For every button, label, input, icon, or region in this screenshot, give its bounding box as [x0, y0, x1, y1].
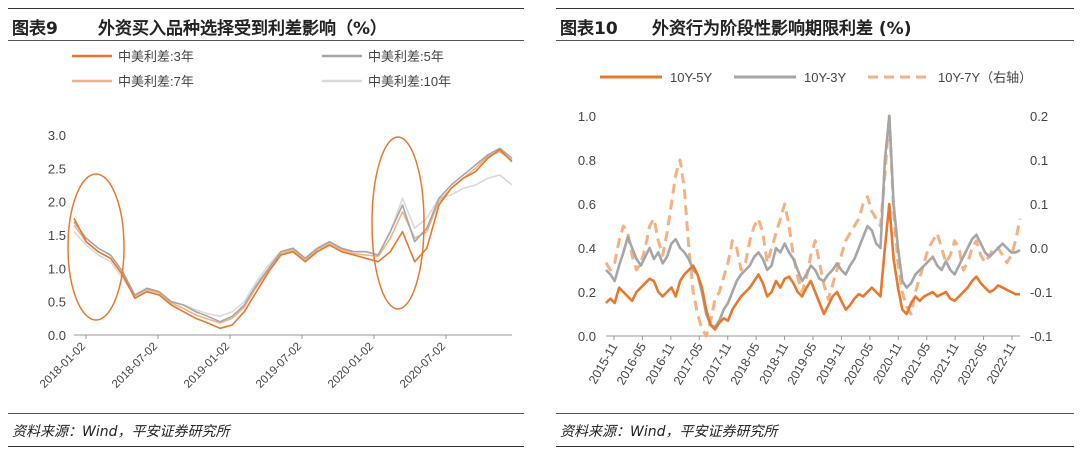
y-tick-label: 0.6	[578, 197, 596, 212]
source-note: 资料来源：Wind，平安证券研究所	[12, 424, 230, 440]
left-chart-panel: 图表9 外资买入品种选择受到利差影响（%） 中美利差:3年 中美利差:5年 中美利差:…	[0, 0, 530, 453]
x-tick-label: 2018-01-02	[38, 341, 88, 391]
y-tick-label: 2.0	[48, 195, 66, 210]
series-line-0	[73, 148, 513, 330]
y2-tick-label: -0.1	[1030, 329, 1052, 344]
y-tick-label: 1.0	[578, 109, 596, 124]
figure-title: 外资买入品种选择受到利差影响（%）	[98, 19, 388, 39]
bottom-rule	[8, 446, 524, 447]
series-line-1	[73, 147, 513, 323]
annotation-ellipse	[371, 136, 425, 310]
figure-number: 图表9	[12, 19, 58, 39]
y-tick-label: 0.5	[48, 295, 66, 310]
figure-number: 图表10	[560, 19, 618, 39]
chart-title: 图表10 外资行为阶段性影响期限利差 (%)	[560, 14, 912, 39]
legend-label: 10Y-3Y	[804, 70, 846, 85]
y-tick-label: 2.5	[48, 161, 66, 176]
x-tick-label: 2019-07-02	[254, 341, 304, 391]
series-line-2	[604, 114, 1022, 338]
annotation-ellipse	[67, 173, 125, 321]
figure-title: 外资行为阶段性影响期限利差 (%)	[652, 19, 912, 39]
source-rule	[8, 413, 524, 414]
title-rule	[556, 40, 1074, 41]
source-note: 资料来源：Wind，平安证券研究所	[560, 424, 778, 440]
y2-tick-label: -0.1	[1030, 285, 1052, 300]
y-tick-label: 0.8	[578, 153, 596, 168]
legend-label: 中美利差:7年	[118, 74, 194, 89]
title-rule	[8, 40, 524, 41]
top-rule	[8, 8, 524, 9]
y-tick-label: 0.2	[578, 285, 596, 300]
top-rule	[556, 8, 1074, 9]
legend-label: 中美利差:10年	[368, 74, 451, 89]
y-tick-label: 0.0	[48, 328, 66, 343]
x-tick-label: 2020-01-02	[326, 341, 376, 391]
y2-tick-label: 0.0	[1030, 241, 1048, 256]
y-tick-label: 3.0	[48, 128, 66, 143]
legend-label: 中美利差:3年	[118, 49, 194, 64]
y-tick-label: 1.0	[48, 261, 66, 276]
series-line-2	[73, 150, 513, 324]
y-tick-label: 0.0	[578, 329, 596, 344]
source-rule	[556, 413, 1074, 414]
y2-tick-label: 0.1	[1030, 197, 1048, 212]
series-line-1	[605, 114, 1021, 329]
x-tick-label: 2019-01-02	[182, 341, 232, 391]
right-chart-panel: 图表10 外资行为阶段性影响期限利差 (%) 10Y-5Y 10Y-3Y 10Y-7Y…	[548, 0, 1080, 453]
y-tick-label: 1.5	[48, 228, 66, 243]
x-tick-label: 2020-07-02	[398, 341, 448, 391]
y-tick-label: 0.4	[578, 241, 596, 256]
legend-label: 10Y-5Y	[670, 70, 712, 85]
series-line-0	[605, 202, 1020, 331]
right-chart: 10Y-5Y 10Y-3Y 10Y-7Y（右轴） 0.0 0.2 0.4 0.6 0.8 1.0…	[578, 70, 1052, 387]
y2-tick-label: 0.2	[1030, 109, 1048, 124]
chart-title: 图表9 外资买入品种选择受到利差影响（%）	[12, 14, 387, 39]
y2-tick-label: 0.1	[1030, 153, 1048, 168]
x-tick-label: 2018-07-02	[110, 341, 160, 391]
legend-label: 中美利差:5年	[368, 49, 444, 64]
legend-label: 10Y-7Y（右轴）	[938, 70, 1032, 85]
bottom-rule	[556, 446, 1074, 447]
